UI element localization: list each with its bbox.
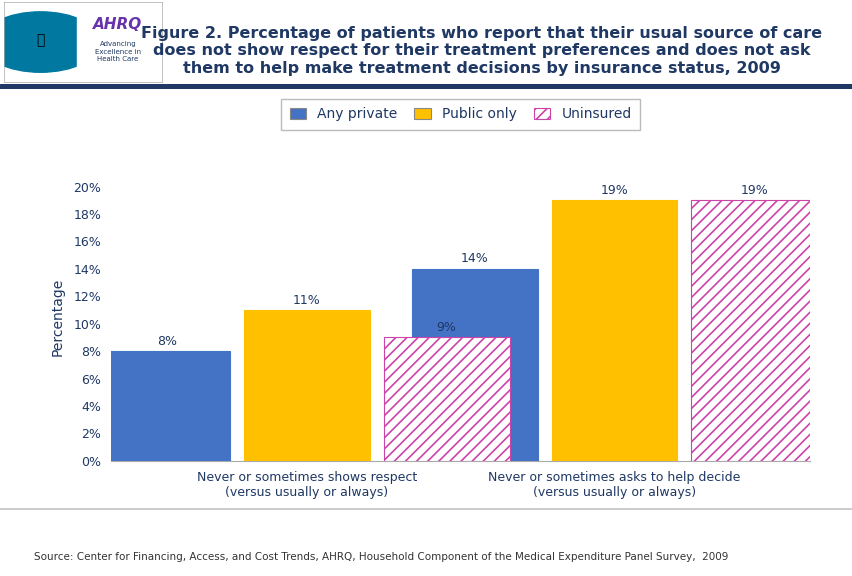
Bar: [412, 269, 537, 461]
Text: 11%: 11%: [292, 294, 320, 306]
Bar: [244, 310, 369, 461]
Bar: [551, 200, 676, 461]
Text: Source: Center for Financing, Access, and Cost Trends, AHRQ, Household Component: Source: Center for Financing, Access, an…: [34, 552, 728, 562]
Bar: [77, 6, 158, 78]
Text: 19%: 19%: [600, 184, 628, 197]
Bar: [104, 351, 229, 461]
Bar: [691, 200, 816, 461]
Text: Advancing
Excellence in
Health Care: Advancing Excellence in Health Care: [95, 41, 141, 62]
Circle shape: [0, 12, 101, 72]
Text: 14%: 14%: [460, 252, 488, 266]
Legend: Any private, Public only, Uninsured: Any private, Public only, Uninsured: [281, 99, 639, 130]
Text: Figure 2. Percentage of patients who report that their usual source of care
does: Figure 2. Percentage of patients who rep…: [141, 26, 821, 75]
Text: 8%: 8%: [157, 335, 176, 348]
Text: 19%: 19%: [740, 184, 768, 197]
Bar: [383, 338, 509, 461]
Text: AHRQ: AHRQ: [93, 17, 142, 32]
Text: 9%: 9%: [436, 321, 456, 334]
Y-axis label: Percentage: Percentage: [51, 278, 65, 356]
Text: 🦅: 🦅: [37, 33, 44, 47]
